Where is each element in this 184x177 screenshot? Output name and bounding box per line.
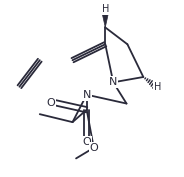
Text: H: H (154, 82, 161, 92)
Text: H: H (102, 4, 109, 14)
Text: N: N (109, 77, 117, 87)
Text: N: N (82, 90, 91, 100)
Text: O: O (82, 137, 91, 147)
Text: O: O (89, 143, 98, 153)
Polygon shape (101, 10, 109, 27)
Text: O: O (46, 98, 55, 108)
